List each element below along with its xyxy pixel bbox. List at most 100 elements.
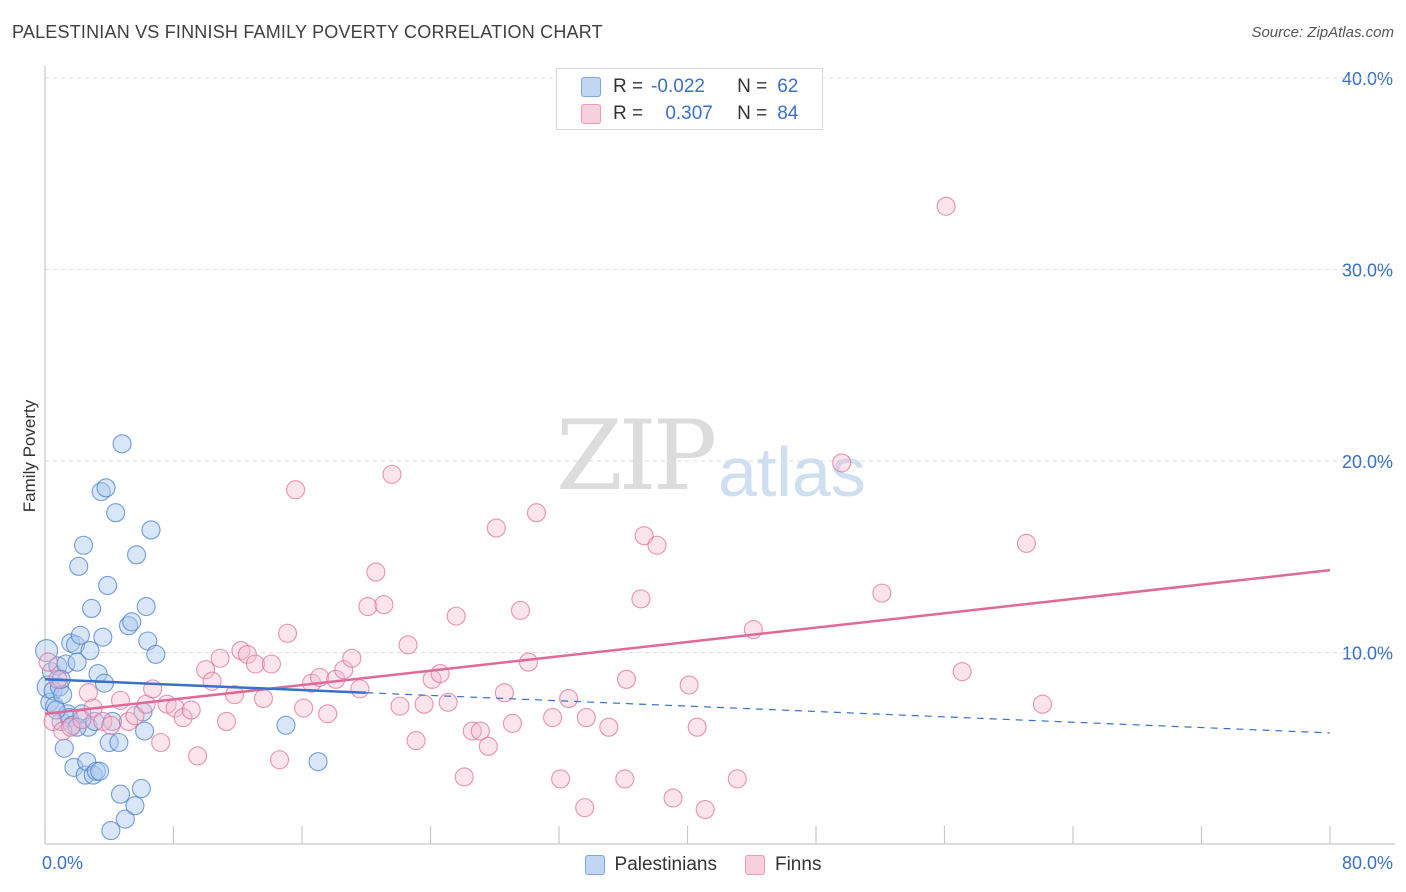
finn-point — [446, 606, 466, 626]
finn-point — [526, 503, 547, 523]
legend-row-finns: R = 0.307 N = 84 — [581, 102, 798, 126]
finn-point — [462, 721, 482, 741]
finn-point — [382, 464, 402, 484]
finn-point — [38, 652, 58, 672]
finn-point — [1016, 533, 1036, 553]
finn-point — [952, 662, 972, 682]
palestinian-point — [122, 612, 142, 632]
finn-point — [216, 711, 237, 731]
finn-point — [647, 535, 667, 555]
legend-label-finns: Finns — [774, 854, 822, 875]
r-label: R = — [613, 103, 644, 124]
finn-point — [576, 708, 596, 728]
finn-point — [559, 688, 579, 709]
palestinian-point — [101, 821, 121, 841]
palestinian-point — [74, 535, 94, 555]
finn-point — [679, 675, 699, 695]
palestinian-point — [109, 732, 129, 753]
finn-point — [575, 798, 595, 818]
finn-point — [398, 635, 418, 655]
n-value-palestinians: 62 — [777, 76, 799, 97]
finn-point — [438, 692, 458, 712]
palestinian-point — [125, 796, 145, 816]
palestinian-point — [49, 677, 70, 697]
palestinians-trend-extension — [366, 692, 1331, 734]
palestinian-point — [112, 434, 132, 454]
palestinian-point — [110, 784, 131, 804]
finn-point — [188, 746, 208, 766]
finn-point — [615, 769, 635, 789]
finn-point — [727, 769, 747, 789]
finn-point — [334, 660, 354, 680]
n-value-finns: 84 — [777, 103, 799, 124]
finn-point — [125, 706, 145, 726]
finn-point — [366, 562, 386, 582]
y-tick-label: 20.0% — [1342, 452, 1393, 472]
palestinian-point — [69, 556, 89, 576]
finn-point — [599, 717, 619, 737]
palestinian-point — [46, 700, 66, 720]
finn-point — [832, 453, 852, 473]
finn-point — [61, 717, 81, 737]
palestinians-swatch — [581, 77, 601, 97]
palestinian-point — [276, 715, 296, 735]
legend-item-finns[interactable]: Finns — [744, 854, 822, 876]
finn-point — [494, 683, 514, 703]
finn-point — [245, 654, 265, 674]
palestinians-trend-line — [44, 678, 367, 694]
palestinian-point — [118, 616, 139, 636]
palestinian-point — [93, 627, 113, 647]
palestinians-legend-swatch — [584, 855, 605, 875]
finn-point — [269, 750, 290, 770]
finn-point — [350, 679, 370, 699]
finn-point — [936, 196, 956, 216]
chart-title: PALESTINIAN VS FINNISH FAMILY POVERTY CO… — [12, 22, 603, 42]
x-tick-label-max: 80.0% — [1342, 853, 1393, 873]
y-tick-label: 40.0% — [1342, 69, 1393, 89]
palestinian-point — [98, 575, 118, 596]
finn-point — [543, 708, 563, 728]
finn-point — [374, 595, 394, 615]
palestinian-point — [96, 478, 116, 498]
source-label: Source: ZipAtlas.com — [1251, 24, 1394, 41]
finn-point — [101, 715, 121, 735]
palestinian-point — [308, 752, 328, 772]
n-label: N = — [737, 103, 768, 124]
r-value-palestinians: -0.022 — [651, 76, 705, 97]
palestinian-point — [146, 644, 166, 664]
finns-legend-swatch — [744, 855, 765, 875]
finn-point — [551, 769, 571, 789]
finn-point — [616, 669, 637, 689]
legend-item-palestinians[interactable]: Palestinians — [584, 854, 717, 876]
finn-point — [342, 648, 362, 668]
palestinian-point — [54, 738, 74, 758]
finn-point — [687, 717, 707, 737]
finn-point — [286, 480, 306, 500]
finn-point — [631, 589, 651, 609]
n-label: N = — [737, 76, 768, 97]
finn-point — [277, 623, 298, 643]
finns-trend-line — [44, 568, 1331, 716]
finn-point — [518, 652, 539, 672]
finn-point — [253, 688, 274, 709]
finn-point — [173, 708, 193, 728]
finn-point — [414, 694, 434, 714]
finn-point — [181, 700, 201, 720]
legend-label-palestinians: Palestinians — [614, 854, 717, 875]
palestinian-point — [127, 545, 147, 565]
r-label: R = — [613, 76, 644, 97]
finn-point — [502, 713, 522, 733]
palestinian-point — [70, 625, 90, 645]
finn-point — [470, 721, 490, 741]
correlation-legend: R = -0.022 N = 62 R = 0.307 N = 84 — [556, 68, 823, 130]
finn-point — [237, 644, 257, 664]
finn-point — [1032, 694, 1053, 714]
finn-point — [78, 683, 98, 703]
finn-point — [390, 696, 410, 716]
palestinian-point — [80, 641, 100, 661]
series-legend: Palestinians Finns — [0, 852, 1406, 878]
y-tick-label: 30.0% — [1342, 261, 1393, 281]
watermark-zip: ZIP — [556, 400, 717, 512]
finn-point — [430, 664, 450, 684]
